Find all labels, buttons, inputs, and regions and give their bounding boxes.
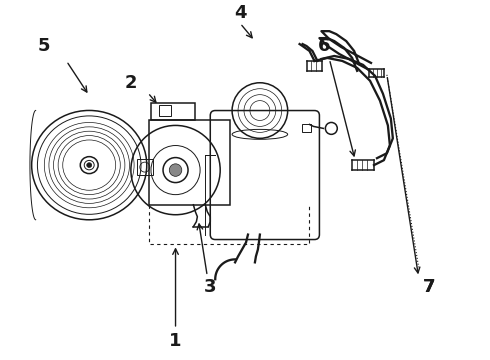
Text: 1: 1 xyxy=(169,332,182,350)
Bar xyxy=(159,105,171,117)
Ellipse shape xyxy=(87,163,92,167)
Bar xyxy=(137,159,153,175)
Text: 4: 4 xyxy=(234,4,246,22)
Circle shape xyxy=(169,164,182,176)
Text: 7: 7 xyxy=(422,278,435,296)
Bar xyxy=(301,125,312,132)
Text: 5: 5 xyxy=(37,37,50,55)
Bar xyxy=(151,103,196,121)
Text: 6: 6 xyxy=(318,37,331,55)
Text: 2: 2 xyxy=(124,74,137,92)
Text: 3: 3 xyxy=(204,278,217,296)
Text: 7: 7 xyxy=(422,278,435,296)
